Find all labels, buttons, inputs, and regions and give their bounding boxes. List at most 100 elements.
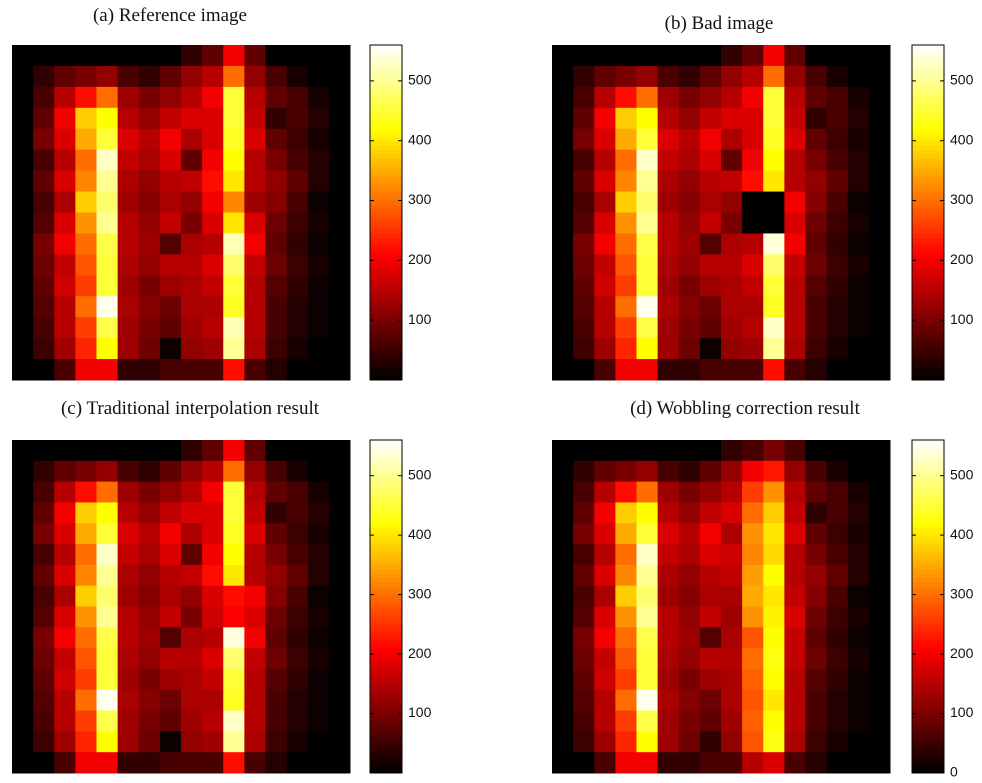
heat-cell <box>869 45 891 66</box>
heat-cell <box>784 502 806 523</box>
heat-cell <box>679 66 701 87</box>
heat-cell <box>202 502 224 523</box>
colorbar-slice <box>370 457 402 462</box>
heat-cell <box>287 87 309 108</box>
heat-cell <box>33 129 55 150</box>
heat-cell <box>202 669 224 690</box>
heat-cell <box>742 192 764 213</box>
heat-cell <box>615 254 637 275</box>
heat-cell <box>594 150 616 171</box>
heat-cell <box>784 669 806 690</box>
heat-cell <box>12 627 34 648</box>
colorbar-slice <box>912 137 944 142</box>
heat-cell <box>75 523 97 544</box>
heat-cell <box>75 254 97 275</box>
colorbar-slice <box>912 146 944 151</box>
colorbar-slice <box>912 221 944 226</box>
colorbar-slice <box>370 644 402 649</box>
colorbar-slice <box>912 91 944 96</box>
colorbar-slice <box>912 636 944 641</box>
colorbar-slice <box>912 70 944 75</box>
colorbar-tick-label: 200 <box>408 251 432 267</box>
heat-cell <box>266 129 288 150</box>
colorbar-slice <box>912 744 944 749</box>
heat-cell <box>615 275 637 296</box>
heat-cell <box>658 669 680 690</box>
heat-cell <box>244 192 266 213</box>
colorbar-slice <box>370 204 402 209</box>
colorbar-slice <box>912 715 944 720</box>
heat-cell <box>54 233 76 254</box>
heat-cell <box>848 171 870 192</box>
heat-cell <box>118 648 140 669</box>
colorbar-slice <box>912 640 944 645</box>
colorbar-slice <box>370 108 402 113</box>
heat-cell <box>139 171 161 192</box>
heat-cell <box>223 338 245 359</box>
colorbar-slice <box>370 507 402 512</box>
heat-cell <box>75 150 97 171</box>
heat-cell <box>742 607 764 628</box>
heat-cell <box>97 752 119 773</box>
heat-cell <box>181 150 203 171</box>
heat-cell <box>763 233 785 254</box>
heat-cell <box>223 523 245 544</box>
heat-cell <box>637 108 659 129</box>
heat-cell <box>118 731 140 752</box>
heat-cell <box>139 317 161 338</box>
heat-cell <box>869 669 891 690</box>
colorbar-slice <box>370 540 402 545</box>
heat-cell <box>287 627 309 648</box>
colorbar-slice <box>370 715 402 720</box>
heat-cell <box>181 171 203 192</box>
heat-cell <box>637 254 659 275</box>
heat-cell <box>573 482 595 503</box>
heat-cell <box>54 317 76 338</box>
heat-cell <box>202 544 224 565</box>
heat-cell <box>266 586 288 607</box>
heat-cell <box>139 482 161 503</box>
heat-cell <box>308 461 330 482</box>
heat-cell <box>806 213 828 234</box>
heat-cell <box>139 45 161 66</box>
heat-cell <box>869 731 891 752</box>
heat-cell <box>552 648 574 669</box>
heat-cell <box>679 171 701 192</box>
colorbar-slice <box>912 292 944 297</box>
heat-cell <box>244 711 266 732</box>
heat-cell <box>329 108 351 129</box>
heat-cell <box>139 669 161 690</box>
colorbar-slice <box>370 740 402 745</box>
heat-cell <box>637 461 659 482</box>
heat-cell <box>223 108 245 129</box>
heat-cell <box>615 690 637 711</box>
heat-cell <box>700 296 722 317</box>
heat-cell <box>266 461 288 482</box>
heat-cell <box>806 544 828 565</box>
colorbar-tick-label: 200 <box>950 645 974 661</box>
colorbar-slice <box>370 656 402 661</box>
heat-cell <box>742 171 764 192</box>
heat-cell <box>33 648 55 669</box>
heat-cell <box>573 192 595 213</box>
heat-cell <box>784 359 806 380</box>
colorbar-slice <box>912 490 944 495</box>
heat-cell <box>202 87 224 108</box>
heat-cell <box>75 565 97 586</box>
colorbar-slice <box>370 631 402 636</box>
heat-cell <box>552 440 574 461</box>
heat-cell <box>287 254 309 275</box>
heat-cell <box>181 648 203 669</box>
heat-cell <box>181 317 203 338</box>
heat-cell <box>160 66 182 87</box>
heat-cell <box>721 192 743 213</box>
colorbar-slice <box>912 363 944 368</box>
heat-cell <box>181 440 203 461</box>
heat-cell <box>54 482 76 503</box>
heat-cell <box>827 565 849 586</box>
colorbar-slice <box>370 275 402 280</box>
heat-cell <box>784 213 806 234</box>
colorbar-slice <box>370 452 402 457</box>
colorbar-slice <box>370 259 402 264</box>
heat-cell <box>573 296 595 317</box>
